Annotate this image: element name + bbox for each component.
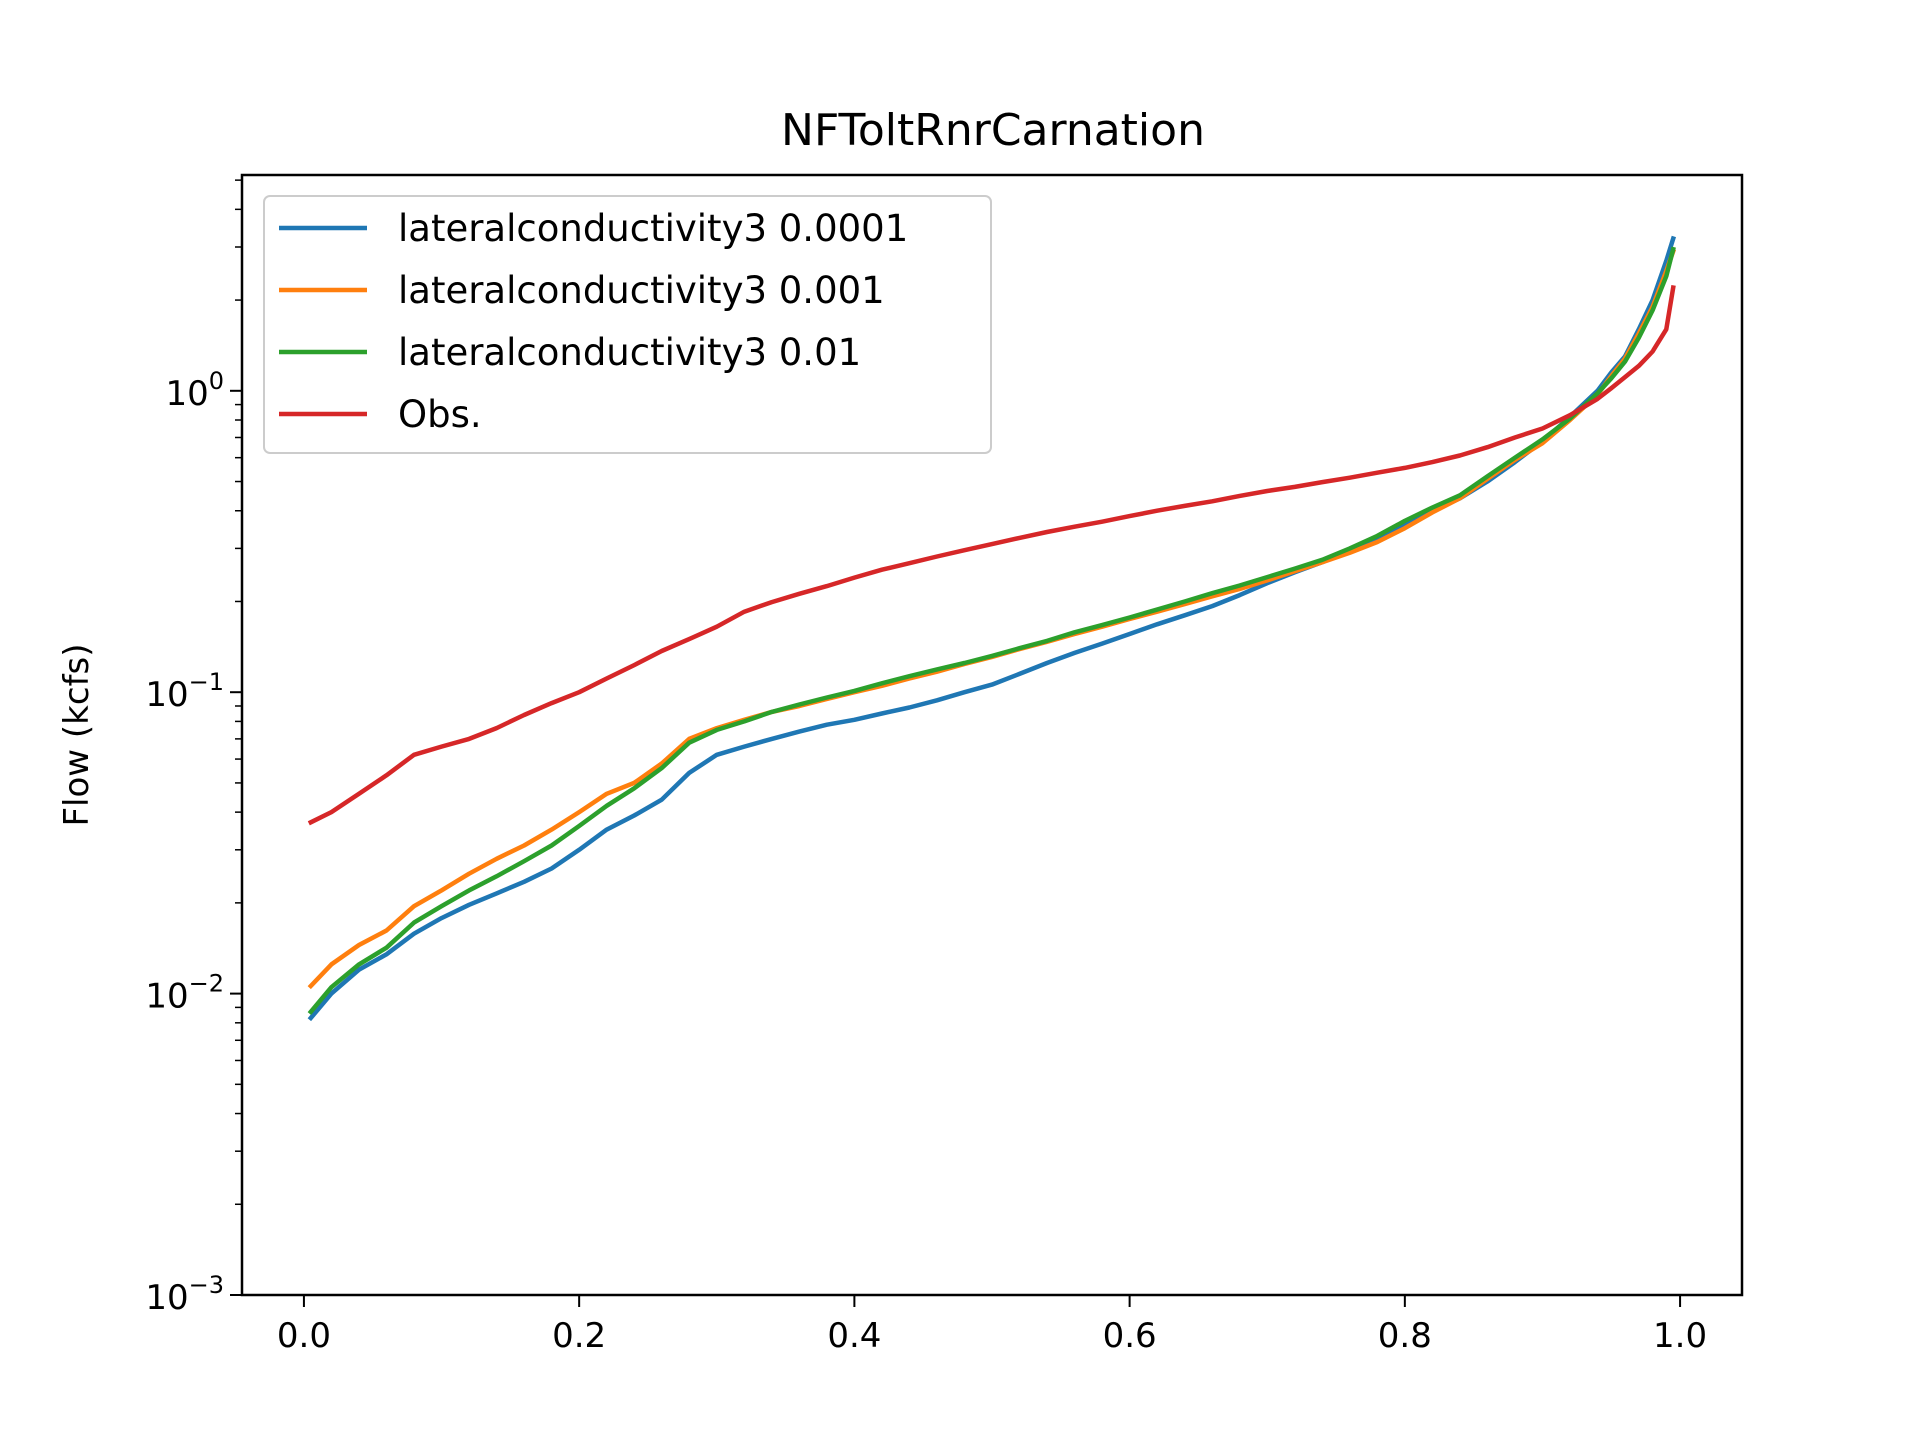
legend-label: lateralconductivity3 0.01 [398, 331, 861, 374]
x-tick-label: 0.8 [1378, 1316, 1432, 1356]
legend-label: lateralconductivity3 0.0001 [398, 207, 908, 250]
legend: lateralconductivity3 0.0001 lateralconduc… [263, 195, 992, 454]
x-tick-label: 0.6 [1103, 1316, 1157, 1356]
x-tick-label: 0.4 [827, 1316, 881, 1356]
legend-box [263, 195, 992, 454]
y-axis: 10−3 10−2 10−1 100 [145, 179, 242, 1318]
chart-title: NFToltRnrCarnation [781, 105, 1205, 156]
y-axis-label: Flow (kcfs) [57, 643, 97, 826]
x-axis: 0.0 0.2 0.4 0.6 0.8 1.0 [277, 1295, 1707, 1356]
y-tick-label: 10−1 [145, 668, 224, 715]
legend-label: lateralconductivity3 0.001 [398, 269, 885, 312]
axes-frame [240, 173, 1744, 1297]
y-tick-label: 10−2 [145, 970, 224, 1017]
series-line-4 [307, 285, 1676, 826]
series-line-3 [307, 246, 1676, 1015]
y-tick-label: 10−3 [145, 1271, 224, 1318]
x-tick-label: 1.0 [1653, 1316, 1707, 1356]
series-layer [307, 235, 1677, 1022]
x-tick-label: 0.0 [277, 1316, 331, 1356]
plot-area [240, 173, 1744, 1297]
x-tick-label: 0.2 [552, 1316, 606, 1356]
y-tick-label: 100 [165, 367, 224, 414]
legend-label: Obs. [398, 393, 482, 436]
